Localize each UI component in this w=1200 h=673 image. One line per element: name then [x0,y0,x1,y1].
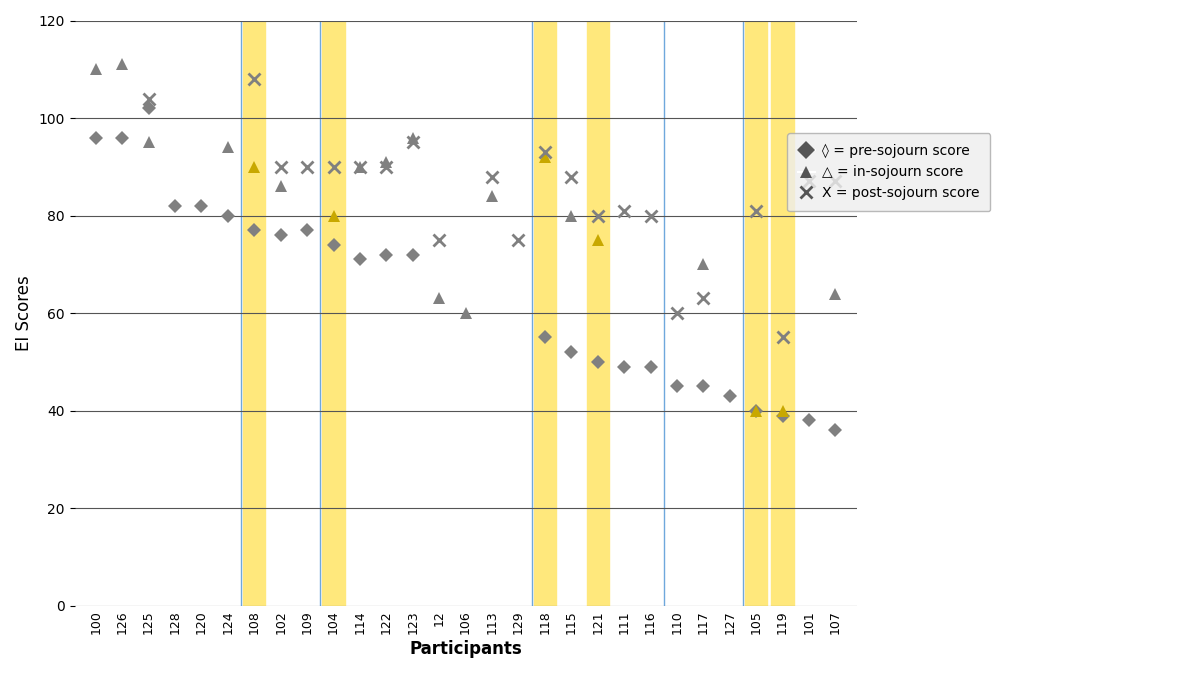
Bar [534,20,556,606]
Bar [745,20,767,606]
Bar [772,20,793,606]
Bar [244,20,265,606]
X-axis label: Participants: Participants [409,640,522,658]
Bar [323,20,344,606]
Legend: ◊ = pre-sojourn score, △ = in-sojourn score, X = post-sojourn score: ◊ = pre-sojourn score, △ = in-sojourn sc… [787,133,990,211]
Bar [587,20,608,606]
Y-axis label: EI Scores: EI Scores [16,275,34,351]
